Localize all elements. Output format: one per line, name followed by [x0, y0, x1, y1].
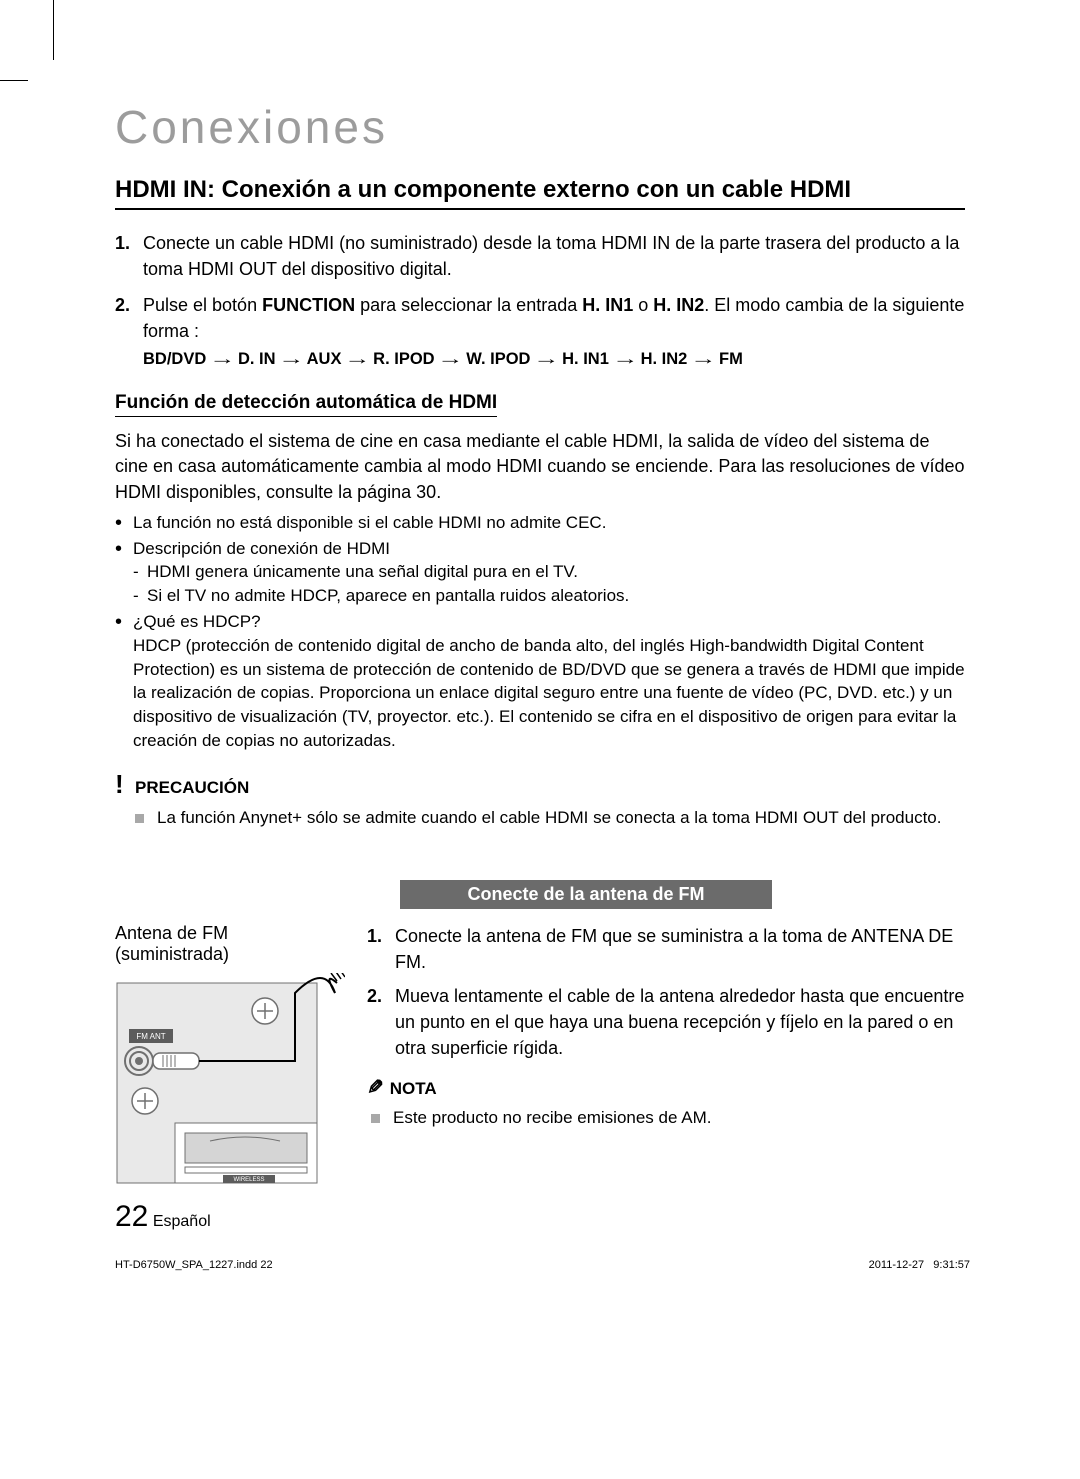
fm-antenna-label: Antena de FM (suministrada) — [115, 923, 345, 965]
nota-item: Este producto no recibe emisiones de AM. — [371, 1106, 965, 1130]
hdmi-step-2: Pulse el botón FUNCTION para seleccionar… — [115, 292, 965, 372]
pencil-icon: ✎ — [367, 1075, 384, 1100]
card-label: WIRELESS — [233, 1177, 264, 1183]
footer-time: 9:31:57 — [933, 1259, 970, 1271]
fm-diagram: FM ANT WIRELESS — [115, 973, 345, 1193]
chapter-title: Conexiones — [115, 100, 965, 154]
exclaim-icon: ! — [115, 769, 135, 800]
hdmi-bullets: La función no está disponible si el cabl… — [115, 511, 965, 753]
bullet-cec: La función no está disponible si el cabl… — [115, 511, 965, 535]
caution-list: La función Anynet+ sólo se admite cuando… — [135, 806, 965, 830]
port-label: FM ANT — [136, 1032, 165, 1041]
fm-steps: Conecte la antena de FM que se suministr… — [367, 923, 965, 1061]
fm-bar: Conecte de la antena de FM — [400, 880, 772, 909]
hdmi-body: Si ha conectado el sistema de cine en ca… — [115, 429, 965, 505]
hdmi-title: HDMI IN: Conexión a un componente extern… — [115, 176, 965, 210]
desc-dashes: HDMI genera únicamente una señal digital… — [133, 560, 965, 608]
fm-step-1: Conecte la antena de FM que se suministr… — [367, 923, 965, 975]
bullet-desc: Descripción de conexión de HDMI HDMI gen… — [115, 537, 965, 608]
page-footer: 22 Español — [115, 1200, 211, 1234]
indd-file: HT-D6750W_SPA_1227.indd 22 — [115, 1259, 273, 1271]
hdcp-body: HDCP (protección de contenido digital de… — [133, 634, 965, 753]
caution-item: La función Anynet+ sólo se admite cuando… — [135, 806, 965, 830]
nota-list: Este producto no recibe emisiones de AM. — [371, 1106, 965, 1130]
hdmi-subheading: Función de detección automática de HDMI — [115, 392, 497, 417]
bullet-hdcp: ¿Qué es HDCP? HDCP (protección de conten… — [115, 610, 965, 753]
page-number: 22 — [115, 1200, 148, 1233]
page-lang: Español — [153, 1213, 211, 1230]
hdmi-step-1: Conecte un cable HDMI (no suministrado) … — [115, 230, 965, 282]
hdmi-steps: Conecte un cable HDMI (no suministrado) … — [115, 230, 965, 372]
footer-meta: HT-D6750W_SPA_1227.indd 22 2011-12-27 9:… — [115, 1259, 970, 1271]
nota-heading: ✎NOTA — [367, 1075, 965, 1100]
footer-date: 2011-12-27 — [869, 1259, 924, 1271]
cropmark-vertical — [53, 0, 54, 60]
cropmark-horizontal — [0, 80, 28, 81]
fm-step-2: Mueva lentamente el cable de la antena a… — [367, 983, 965, 1061]
mode-sequence: BD/DVD → D. IN → AUX → R. IPOD → W. IPOD… — [143, 348, 965, 372]
caution-heading: !PRECAUCIÓN — [115, 769, 965, 800]
